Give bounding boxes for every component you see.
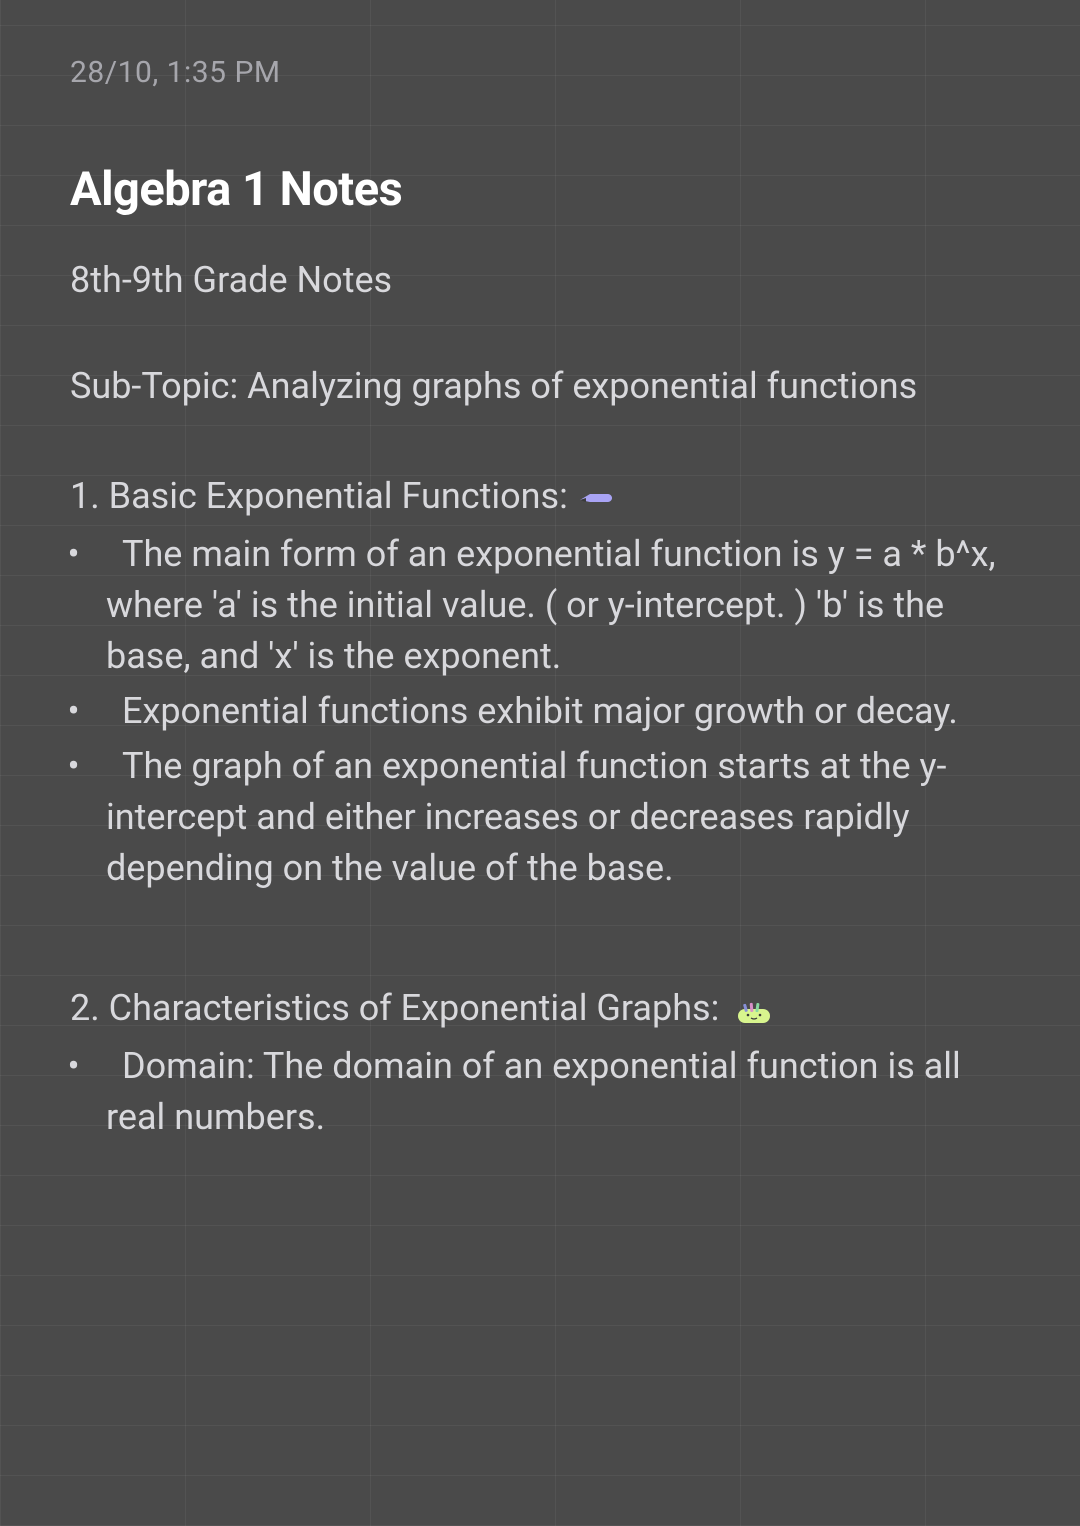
bullet-text: Exponential functions exhibit major grow… [122, 690, 958, 732]
pencil-case-icon [734, 987, 774, 1035]
section-2-header: 2. Characteristics of Exponential Graphs… [70, 983, 1010, 1034]
bullet-dot: • [70, 741, 122, 792]
section-gap [70, 898, 1010, 983]
timestamp: 28/10, 1:35 PM [70, 55, 1010, 90]
bullet-dot: • [70, 686, 122, 737]
bullet-text: Domain: The domain of an exponential fun… [106, 1045, 961, 1138]
section-1-bullet-1: • The main form of an exponential functi… [70, 529, 1010, 682]
bullet-text: The main form of an exponential function… [106, 533, 996, 677]
note-content: 28/10, 1:35 PM Algebra 1 Notes 8th-9th G… [0, 0, 1080, 1202]
section-1-bullet-3: • The graph of an exponential function s… [70, 741, 1010, 894]
note-title: Algebra 1 Notes [70, 162, 1010, 217]
section-1-header: 1. Basic Exponential Functions: [70, 471, 1010, 522]
section-2-bullet-1: • Domain: The domain of an exponential f… [70, 1041, 1010, 1143]
note-subtopic: Sub-Topic: Analyzing graphs of exponenti… [70, 361, 1010, 411]
note-subtitle: 8th-9th Grade Notes [70, 259, 1010, 301]
bullet-text: The graph of an exponential function sta… [106, 745, 946, 889]
section-1-bullet-2: • Exponential functions exhibit major gr… [70, 686, 1010, 737]
pen-icon [581, 475, 615, 523]
bullet-dot: • [70, 1041, 122, 1092]
section-1-header-text: 1. Basic Exponential Functions: [70, 475, 568, 517]
section-2-header-text: 2. Characteristics of Exponential Graphs… [70, 987, 719, 1029]
bullet-dot: • [70, 529, 122, 580]
